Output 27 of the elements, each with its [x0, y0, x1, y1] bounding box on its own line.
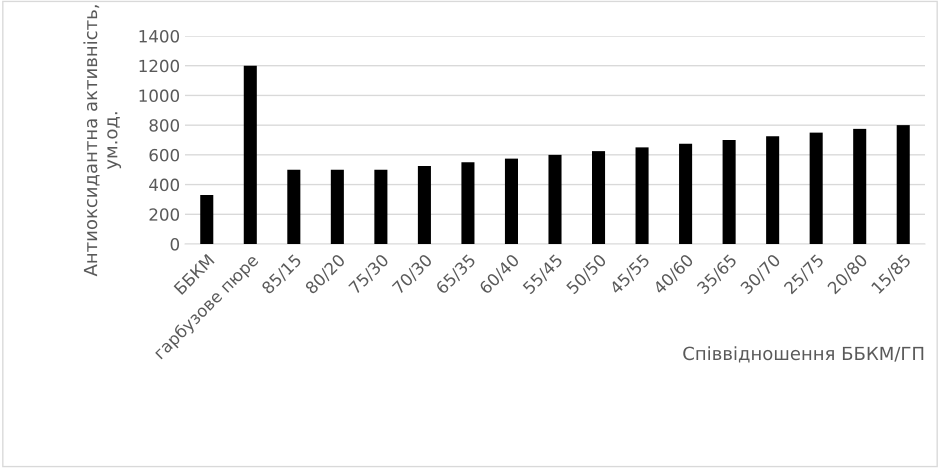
y-tick-label: 200: [150, 208, 180, 221]
bar: [461, 162, 474, 244]
bar: [722, 140, 736, 244]
bar: [810, 132, 823, 244]
bar: [853, 128, 866, 244]
y-tick-label: 600: [149, 148, 180, 162]
y-tick-label: 1000: [140, 89, 180, 102]
bar: [374, 170, 388, 244]
bar: [636, 147, 649, 244]
bar: [418, 166, 431, 244]
y-tick-label: 1200: [140, 60, 180, 72]
bar: [244, 66, 257, 244]
bar: [592, 151, 606, 244]
y-tick-label: 0: [170, 238, 180, 251]
y-tick-label: 400: [149, 178, 180, 192]
y-axis-title: Антиоксидантна активність, ум.од.: [83, 5, 122, 276]
bar: [679, 144, 692, 244]
y-tick-label: 1400: [140, 30, 180, 43]
bar: [200, 194, 214, 244]
x-axis-title: Співвідношення ББКМ/ГП: [683, 346, 924, 362]
y-tick-label: 800: [149, 119, 180, 132]
bar: [287, 170, 300, 244]
bar: [548, 154, 562, 244]
bar: [896, 125, 910, 244]
bar: [330, 170, 344, 244]
bar: [504, 158, 518, 244]
bar: [766, 136, 780, 244]
